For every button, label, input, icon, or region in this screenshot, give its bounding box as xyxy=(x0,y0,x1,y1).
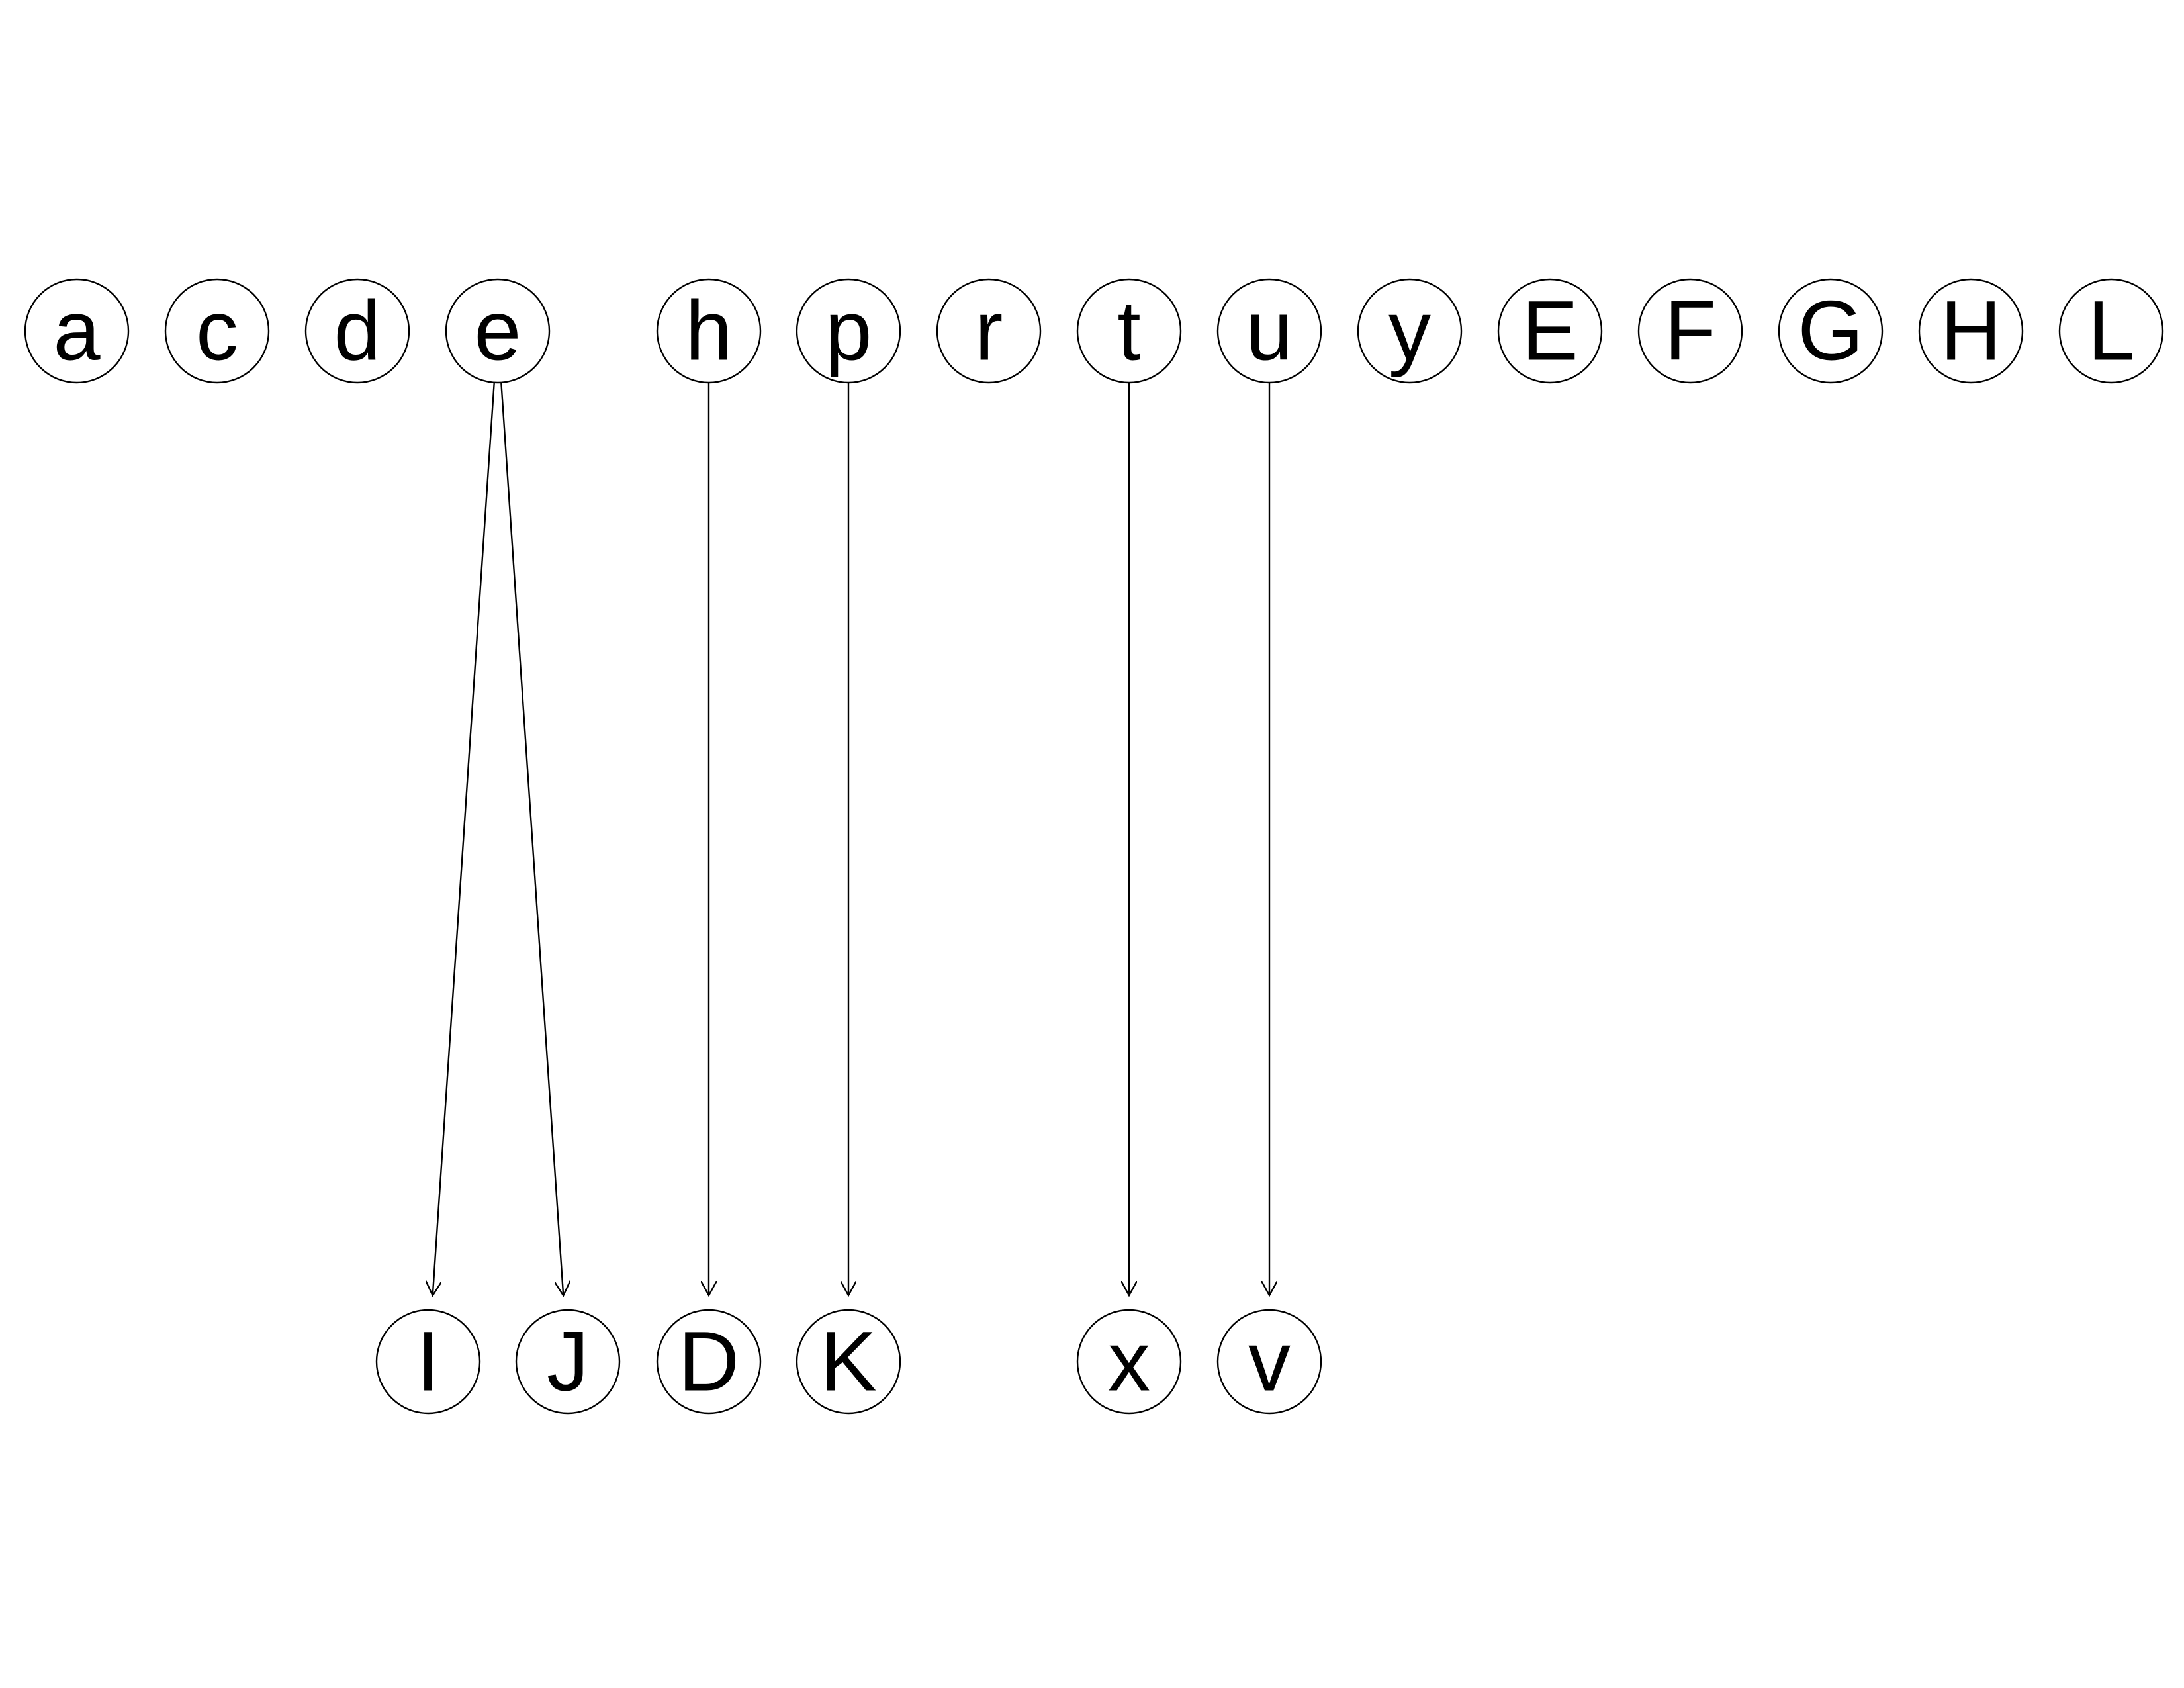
node-circle xyxy=(656,1309,762,1415)
edges-layer xyxy=(433,382,1269,1295)
node-label: E xyxy=(1522,284,1578,379)
node-label: G xyxy=(1797,284,1864,379)
node-G: G xyxy=(1778,278,1884,384)
node-label: K xyxy=(820,1315,876,1409)
node-label: I xyxy=(416,1315,440,1409)
node-circle xyxy=(304,278,410,384)
node-y: y xyxy=(1357,278,1463,384)
node-circle xyxy=(164,278,270,384)
node-F: F xyxy=(1637,278,1743,384)
node-circle xyxy=(445,278,551,384)
node-label: u xyxy=(1246,284,1293,379)
node-K: K xyxy=(796,1309,901,1415)
node-label: e xyxy=(474,284,521,379)
node-I: I xyxy=(375,1309,481,1415)
node-p: p xyxy=(796,278,901,384)
node-label: D xyxy=(678,1315,739,1409)
node-circle xyxy=(936,278,1042,384)
node-label: y xyxy=(1388,284,1431,379)
node-circle xyxy=(1497,278,1603,384)
node-label: r xyxy=(975,284,1003,379)
node-circle xyxy=(375,1309,481,1415)
edge-e-to-J xyxy=(500,382,563,1295)
node-circle xyxy=(1216,278,1322,384)
node-a: a xyxy=(24,278,130,384)
node-D: D xyxy=(656,1309,762,1415)
node-circle xyxy=(515,1309,621,1415)
node-circle xyxy=(1216,1309,1322,1415)
node-label: L xyxy=(2087,284,2134,379)
node-circle xyxy=(24,278,130,384)
node-E: E xyxy=(1497,278,1603,384)
node-circle xyxy=(796,1309,901,1415)
node-label: F xyxy=(1664,284,1716,379)
node-label: t xyxy=(1117,284,1141,379)
node-circle xyxy=(1778,278,1884,384)
node-e: e xyxy=(445,278,551,384)
node-H: H xyxy=(1918,278,2024,384)
node-J: J xyxy=(515,1309,621,1415)
node-circle xyxy=(1357,278,1463,384)
node-h: h xyxy=(656,278,762,384)
node-c: c xyxy=(164,278,270,384)
node-label: v xyxy=(1248,1315,1291,1409)
node-label: H xyxy=(1940,284,2001,379)
node-v: v xyxy=(1216,1309,1322,1415)
node-r: r xyxy=(936,278,1042,384)
node-x: x xyxy=(1076,1309,1182,1415)
node-label: d xyxy=(334,284,381,379)
node-label: x xyxy=(1108,1315,1150,1409)
node-label: p xyxy=(825,284,872,379)
node-circle xyxy=(1076,278,1182,384)
node-label: J xyxy=(547,1315,589,1409)
node-circle xyxy=(1637,278,1743,384)
node-u: u xyxy=(1216,278,1322,384)
node-circle xyxy=(656,278,762,384)
node-label: h xyxy=(685,284,732,379)
node-circle xyxy=(2058,278,2164,384)
node-circle xyxy=(1918,278,2024,384)
node-circle xyxy=(1076,1309,1182,1415)
edge-e-to-I xyxy=(433,382,495,1295)
node-L: L xyxy=(2058,278,2164,384)
node-circle xyxy=(796,278,901,384)
node-label: a xyxy=(53,284,101,379)
node-t: t xyxy=(1076,278,1182,384)
node-d: d xyxy=(304,278,410,384)
node-label: c xyxy=(196,284,238,379)
